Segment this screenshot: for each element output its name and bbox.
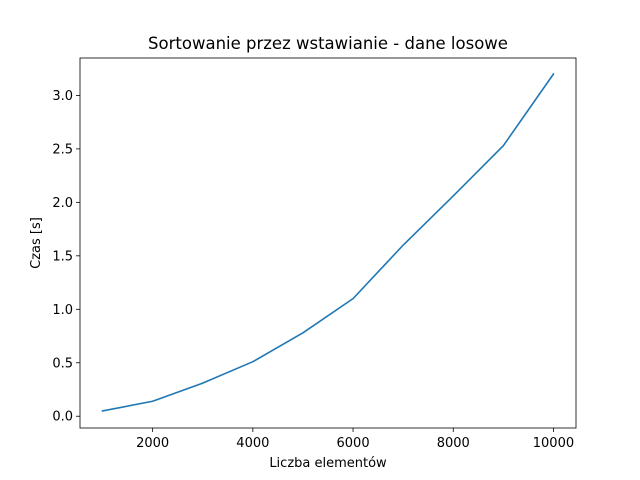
data-point [202,382,204,384]
data-point [152,400,154,402]
y-tick-label: 1.5 [52,249,73,264]
y-axis-label: Czas [s] [29,217,44,269]
x-axis-label: Liczba elementów [269,456,387,471]
series-layer [101,72,555,412]
x-tick-label: 2000 [136,436,169,451]
y-tick-label: 2.5 [52,142,73,157]
y-tick-label: 3.0 [52,89,73,104]
y-tick-label: 0.0 [52,410,73,425]
data-point [452,195,454,197]
y-tick-label: 2.0 [52,196,73,211]
series-line [101,72,555,412]
data-point [402,244,404,246]
plot-area [80,58,576,428]
y-tick-label: 1.0 [52,303,73,318]
data-point [553,73,555,75]
data-point [352,298,354,300]
plot-frame [79,57,577,429]
data-point [503,145,505,147]
y-tick-label: 0.5 [52,356,73,371]
y-axis-ticks: 0.0 0.5 1.0 1.5 2.0 2.5 3.0 [52,89,80,425]
data-point [102,410,104,412]
x-tick-label: 4000 [236,436,269,451]
data-point [302,332,304,334]
chart-title: Sortowanie przez wstawianie - dane losow… [148,34,508,53]
x-tick-label: 8000 [437,436,470,451]
x-tick-label: 10000 [533,436,574,451]
x-tick-label: 6000 [337,436,370,451]
x-axis-ticks: 2000 4000 6000 8000 10000 [136,428,574,451]
data-point [252,361,254,363]
